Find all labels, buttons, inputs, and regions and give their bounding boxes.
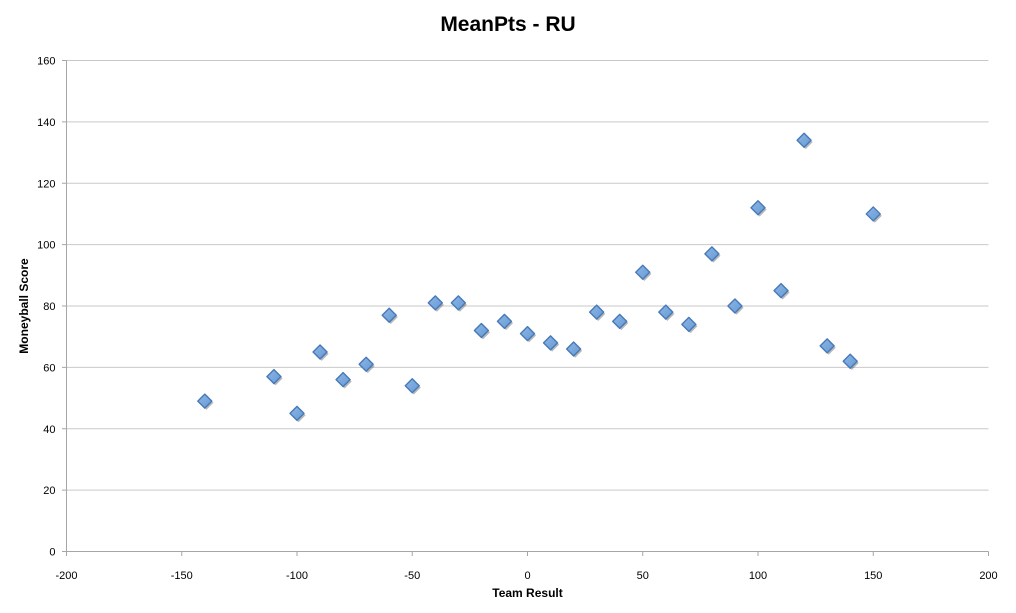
x-axis-title: Team Result xyxy=(492,586,562,600)
data-point xyxy=(612,313,628,330)
y-tick-label: 80 xyxy=(43,301,55,313)
data-point xyxy=(773,282,789,299)
data-points xyxy=(197,132,882,423)
y-tick-label: 40 xyxy=(43,424,55,436)
y-tick-label: 20 xyxy=(43,485,55,497)
x-tick-label: 150 xyxy=(864,570,882,582)
data-point xyxy=(727,298,743,314)
data-point xyxy=(519,325,536,342)
x-tick-label: -150 xyxy=(171,570,193,582)
y-tick-label: 0 xyxy=(49,547,55,559)
data-point xyxy=(865,206,881,222)
x-tick-label: -200 xyxy=(55,570,77,582)
data-point xyxy=(819,338,835,354)
data-point xyxy=(404,378,420,394)
x-tick-label: -100 xyxy=(286,570,308,582)
x-tick-label: 0 xyxy=(524,570,530,582)
x-tick-label: 200 xyxy=(979,570,997,582)
data-point xyxy=(681,316,697,333)
data-point xyxy=(335,371,351,388)
data-point xyxy=(658,304,674,320)
y-tick-label: 140 xyxy=(37,117,55,129)
data-point xyxy=(427,295,443,311)
y-tick-label: 120 xyxy=(37,178,55,190)
data-point xyxy=(635,264,651,280)
axes xyxy=(66,60,989,552)
data-point xyxy=(750,200,766,216)
gridlines xyxy=(66,60,989,491)
chart-title: MeanPts - RU xyxy=(440,13,575,36)
data-point xyxy=(450,295,467,311)
data-point xyxy=(358,356,374,373)
data-point xyxy=(588,304,605,320)
data-point xyxy=(704,246,720,262)
x-tick-label: 50 xyxy=(637,570,649,582)
tick-marks xyxy=(62,60,989,556)
y-tick-label: 100 xyxy=(37,240,55,252)
data-point xyxy=(266,368,282,385)
data-point xyxy=(542,335,559,351)
data-point xyxy=(496,313,513,330)
data-point xyxy=(312,344,328,360)
y-tick-label: 60 xyxy=(43,362,55,374)
x-tick-label: 100 xyxy=(749,570,767,582)
data-point xyxy=(381,307,397,323)
data-point xyxy=(565,341,582,357)
data-point xyxy=(197,393,213,409)
data-point xyxy=(473,322,490,339)
data-point xyxy=(796,132,812,148)
x-tick-labels: -200 -150 -100 -50 0 50 100 150 200 xyxy=(55,570,997,582)
y-tick-labels: 0 20 40 60 80 100 120 140 160 xyxy=(37,56,55,559)
data-point xyxy=(842,353,858,369)
y-axis-title: Moneyball Score xyxy=(17,258,31,354)
y-tick-label: 160 xyxy=(37,56,55,68)
data-point xyxy=(289,405,305,422)
x-tick-label: -50 xyxy=(404,570,420,582)
